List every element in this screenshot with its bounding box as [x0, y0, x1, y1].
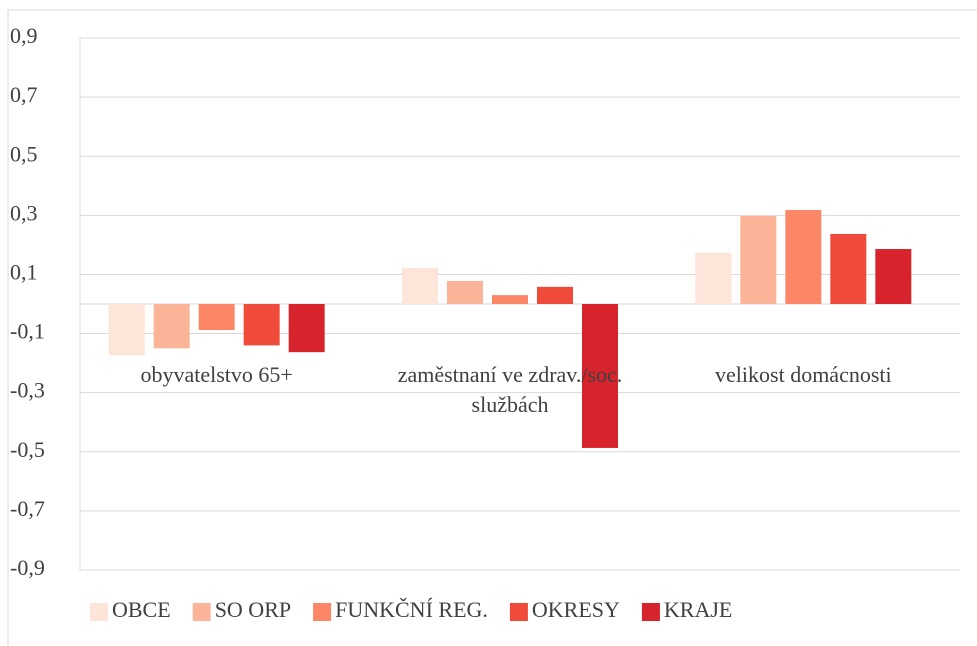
y-tick-label: 0,5: [10, 141, 38, 166]
bar: [537, 286, 573, 304]
y-tick-label: 0,1: [10, 259, 38, 284]
bar: [875, 249, 912, 304]
legend-swatch: [509, 603, 528, 621]
bar: [108, 304, 145, 356]
y-tick-label: -0,7: [10, 496, 45, 521]
x-tick-label: obyvatelstvo 65+: [140, 362, 293, 387]
bar: [153, 304, 190, 349]
y-tick-label: -0,5: [10, 437, 45, 462]
bar: [695, 252, 732, 304]
legend-label: KRAJE: [664, 597, 732, 622]
x-tick-label: velikost domácnosti: [715, 362, 892, 387]
y-tick-label: 0,3: [10, 200, 38, 225]
y-tick-label: 0,9: [10, 23, 38, 48]
legend-label: FUNKČNÍ REG.: [335, 597, 488, 622]
legend-label: OKRESY: [532, 597, 620, 622]
y-tick-label: 0,7: [10, 82, 38, 107]
chart-border: [7, 9, 977, 646]
legend-swatch: [90, 603, 108, 621]
bar: [492, 295, 528, 304]
bar: [582, 304, 618, 448]
bar: [198, 304, 235, 331]
bar: [288, 304, 325, 353]
y-tick-label: -0,1: [10, 319, 45, 344]
bar: [243, 304, 280, 346]
legend-swatch: [641, 603, 660, 621]
bar: [447, 280, 483, 304]
legend-swatch: [313, 603, 332, 621]
legend-swatch: [192, 603, 211, 621]
bar: [830, 233, 867, 304]
y-tick-label: -0,9: [10, 555, 45, 580]
bar: [740, 215, 777, 304]
legend-label: SO ORP: [215, 597, 291, 622]
bar: [785, 210, 822, 304]
y-tick-label: -0,3: [10, 378, 45, 403]
legend-label: OBCE: [112, 597, 171, 622]
bar: [402, 267, 438, 304]
x-tick-label: zaměstnaní ve zdrav./soc. službách: [397, 362, 623, 417]
